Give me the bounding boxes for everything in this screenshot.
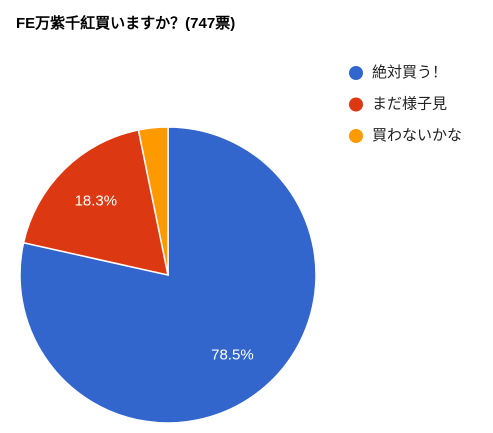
legend-label: 絶対買う！ xyxy=(372,64,447,81)
legend-label: 買わないかな xyxy=(372,127,462,144)
legend-swatch xyxy=(349,66,363,80)
pie-slice xyxy=(22,129,169,276)
slice-label: 78.5% xyxy=(211,346,254,363)
chart-title: FE万紫千紅買いますか？(747票) xyxy=(16,14,235,32)
legend-label: まだ様子見 xyxy=(372,95,447,112)
pie-slice xyxy=(137,126,169,276)
slice-label: 18.3% xyxy=(75,192,118,209)
legend-swatch xyxy=(349,97,363,112)
legend-swatch xyxy=(349,129,363,143)
